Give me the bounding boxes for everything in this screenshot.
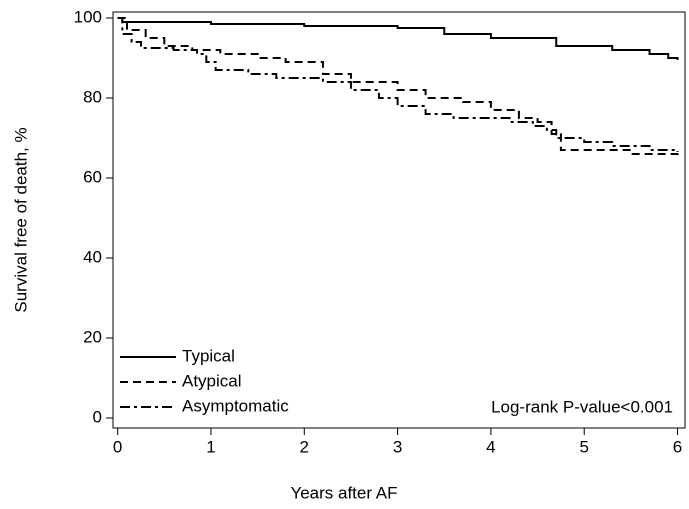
x-tick-label: 0 <box>113 437 122 456</box>
survival-curve <box>117 17 679 60</box>
x-tick-label: 1 <box>206 437 215 456</box>
plot-frame <box>112 11 686 429</box>
y-axis-label: Survival free of death, % <box>11 127 30 312</box>
x-tick-label: 6 <box>673 437 682 456</box>
survival-curve <box>117 17 679 152</box>
y-tick-label: 0 <box>93 407 102 426</box>
x-tick-label: 5 <box>579 437 588 456</box>
annotation: Log-rank P-value<0.001 <box>491 397 673 416</box>
legend-label: Atypical <box>182 371 242 390</box>
y-tick-label: 20 <box>83 327 102 346</box>
y-tick-label: 100 <box>74 7 102 26</box>
x-axis-label: Years after AF <box>290 483 397 502</box>
y-tick-label: 80 <box>83 87 102 106</box>
legend-label: Asymptomatic <box>182 396 289 415</box>
x-tick-label: 2 <box>300 437 309 456</box>
y-tick-label: 40 <box>83 247 102 266</box>
survival-curve <box>117 17 679 156</box>
legend-label: Typical <box>182 346 235 365</box>
y-tick-label: 60 <box>83 167 102 186</box>
x-tick-label: 3 <box>393 437 402 456</box>
x-tick-label: 4 <box>486 437 495 456</box>
